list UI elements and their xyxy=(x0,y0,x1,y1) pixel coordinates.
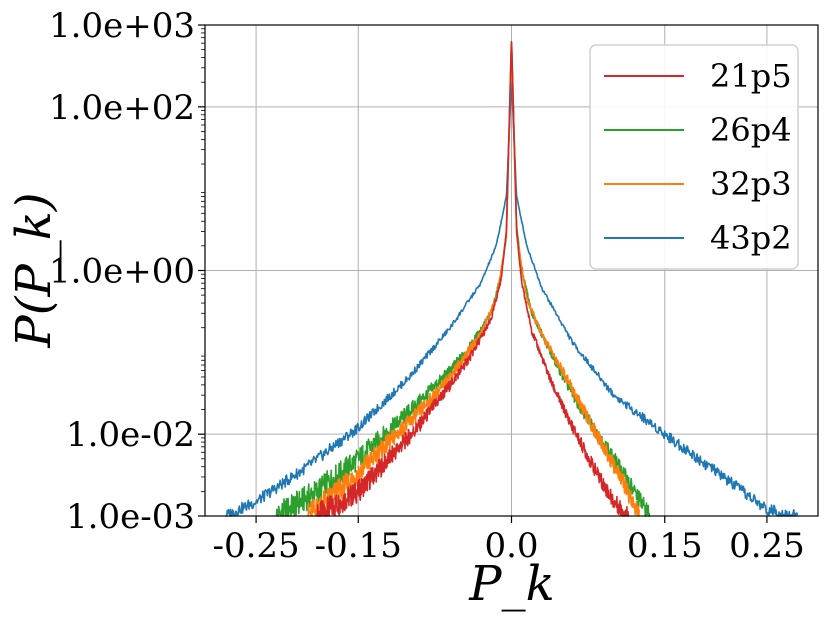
series-line-32p3 xyxy=(306,45,640,517)
legend-label-26p4: 26p4 xyxy=(710,111,792,149)
y-tick-label: 1.0e-03 xyxy=(66,497,195,537)
legend-label-21p5: 21p5 xyxy=(710,57,792,95)
legend-label-32p3: 32p3 xyxy=(710,165,792,203)
legend-label-43p2: 43p2 xyxy=(710,219,792,257)
x-tick-label: 0.0 xyxy=(484,526,538,566)
x-tick-label: -0.15 xyxy=(315,526,402,566)
y-axis-title: P(P_k) xyxy=(6,192,62,348)
y-tick-label: 1.0e-02 xyxy=(66,415,195,455)
x-tick-label: 0.25 xyxy=(729,526,805,566)
x-tick-label: -0.25 xyxy=(212,526,299,566)
tick-labels: -0.25 -0.15 0.0 0.15 0.25 1.0e-03 1.0e-02 1.0e+… xyxy=(49,6,805,566)
y-tick-label: 1.0e+03 xyxy=(49,6,195,46)
y-tick-label: 1.0e+02 xyxy=(49,88,195,128)
legend: 21p5 26p4 32p3 43p2 xyxy=(589,44,799,270)
x-axis-title: P_k xyxy=(468,556,554,612)
series-line-43p2 xyxy=(225,81,799,517)
series-layer xyxy=(225,40,799,517)
y-tick-label: 1.0e+00 xyxy=(49,252,195,292)
ticks xyxy=(198,24,768,523)
series-line-21p5 xyxy=(316,41,630,517)
x-tick-label: 0.15 xyxy=(627,526,703,566)
legend-box xyxy=(589,44,799,270)
